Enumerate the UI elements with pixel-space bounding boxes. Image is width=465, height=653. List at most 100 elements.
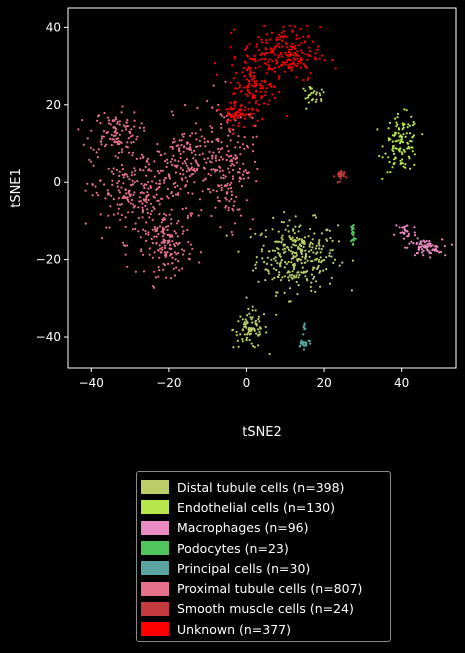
data-point <box>171 240 174 243</box>
data-point <box>270 85 273 88</box>
data-point <box>115 118 118 121</box>
data-point <box>187 148 190 151</box>
data-point <box>284 51 287 55</box>
data-point <box>220 184 223 187</box>
data-point <box>399 163 402 166</box>
data-point <box>248 333 251 336</box>
data-point <box>227 134 230 137</box>
data-point <box>381 145 384 148</box>
data-point <box>229 106 233 109</box>
data-point <box>95 151 98 154</box>
data-point <box>253 96 256 99</box>
data-point <box>177 219 180 223</box>
data-point <box>172 114 175 117</box>
data-point <box>402 148 405 151</box>
data-point <box>280 220 283 224</box>
data-point <box>395 125 398 128</box>
data-point <box>231 115 234 118</box>
data-point <box>194 153 197 156</box>
data-point <box>403 232 406 235</box>
data-point <box>307 94 310 97</box>
data-point <box>306 270 309 273</box>
data-point <box>248 326 251 330</box>
data-point <box>330 255 333 258</box>
y-axis-ticks: −40 −20 0 20 40 <box>36 20 68 344</box>
data-point <box>217 140 220 143</box>
data-point <box>154 228 157 231</box>
data-point <box>318 92 321 95</box>
data-point <box>410 140 413 143</box>
data-point <box>288 24 291 27</box>
data-point <box>281 63 284 66</box>
data-point <box>120 151 123 154</box>
data-point <box>155 182 158 185</box>
data-point <box>117 151 121 154</box>
data-point <box>153 235 156 238</box>
data-point <box>336 181 339 184</box>
data-point <box>161 246 164 249</box>
data-point <box>116 142 119 145</box>
data-point <box>210 168 213 171</box>
data-point <box>183 160 186 163</box>
data-point <box>99 179 102 182</box>
data-point <box>222 174 225 177</box>
data-point <box>212 84 215 87</box>
data-point <box>217 199 220 202</box>
data-point <box>164 239 167 242</box>
data-point <box>403 228 406 231</box>
data-point <box>157 249 160 252</box>
data-point <box>187 191 190 195</box>
data-point <box>266 269 269 272</box>
data-point <box>182 173 185 176</box>
data-point <box>313 275 316 278</box>
data-point <box>299 224 302 227</box>
data-point <box>170 222 173 225</box>
data-point <box>275 38 278 41</box>
x-tick-label: 20 <box>316 376 331 390</box>
data-point <box>310 92 313 95</box>
data-point <box>251 309 254 312</box>
data-point <box>233 116 236 119</box>
data-point <box>99 122 102 125</box>
data-point <box>238 122 241 125</box>
data-point <box>244 106 247 109</box>
data-point <box>241 173 244 176</box>
data-point <box>112 198 115 201</box>
data-point <box>141 253 145 256</box>
data-point <box>219 226 222 229</box>
data-point <box>197 164 200 167</box>
data-point <box>199 251 202 254</box>
data-point <box>112 134 115 138</box>
data-point <box>106 189 109 192</box>
data-point <box>277 276 280 279</box>
data-point <box>96 119 99 122</box>
data-point <box>232 107 236 110</box>
data-point <box>209 191 212 194</box>
data-point <box>155 242 158 245</box>
data-point <box>227 187 230 190</box>
data-point <box>297 60 300 63</box>
data-point <box>304 40 307 43</box>
data-point <box>393 161 396 165</box>
data-point <box>299 344 302 347</box>
data-point <box>296 50 299 53</box>
data-point <box>121 168 124 171</box>
data-point <box>278 33 281 36</box>
data-point <box>140 122 143 125</box>
data-point <box>292 57 295 60</box>
data-point <box>243 321 246 324</box>
data-point <box>294 54 298 57</box>
data-point <box>316 251 319 254</box>
data-point <box>338 180 341 183</box>
data-point <box>245 113 248 116</box>
data-point <box>307 34 310 38</box>
data-point <box>144 232 147 235</box>
data-point <box>131 228 134 231</box>
data-point <box>260 232 263 235</box>
data-point <box>218 165 221 168</box>
data-point <box>392 152 396 155</box>
data-point <box>255 261 258 264</box>
data-point <box>238 86 241 89</box>
data-point <box>162 268 165 271</box>
data-point <box>138 200 141 203</box>
